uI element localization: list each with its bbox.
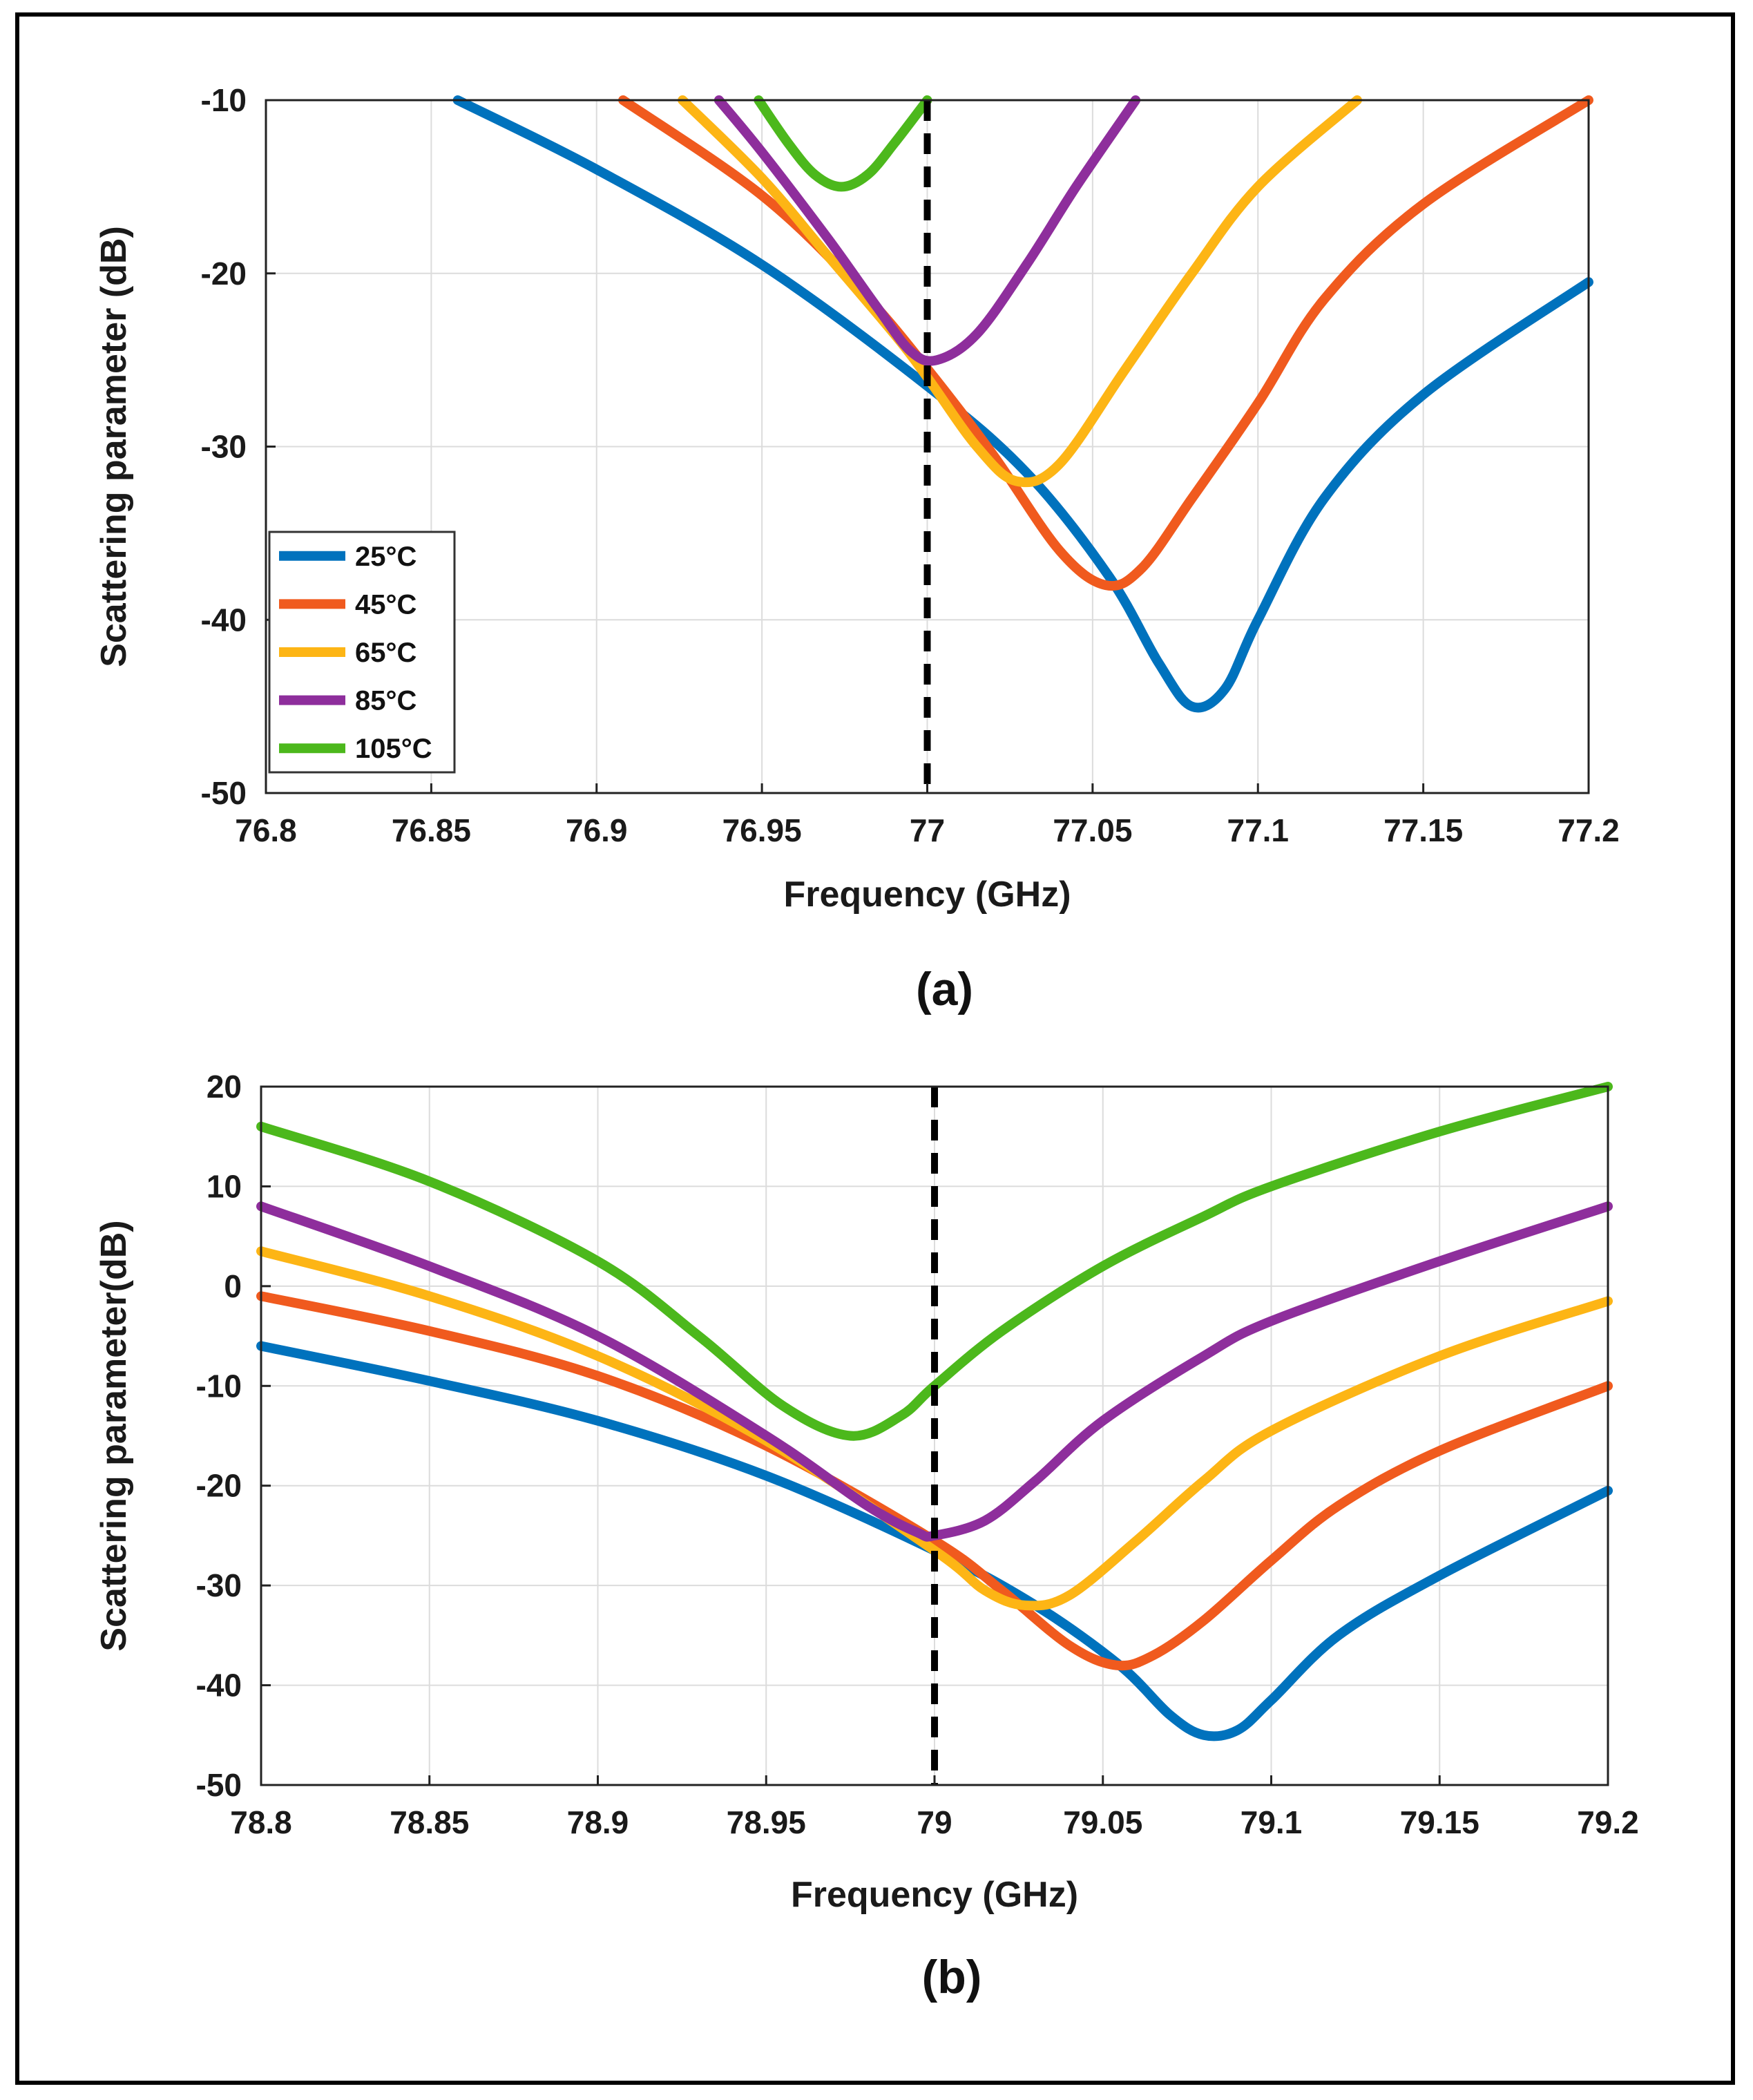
chart-a-ylabel: Scattering parameter (dB) xyxy=(94,226,134,667)
chart-a-xtick-label-7: 77.15 xyxy=(1383,812,1463,848)
chart-a-xlabel: Frequency (GHz) xyxy=(783,875,1071,915)
chart-a-legend-label-105c: 105°C xyxy=(355,734,432,764)
chart-b-ytick-label-1: 10 xyxy=(207,1168,242,1204)
chart-a-series-85c xyxy=(713,95,1141,366)
chart-b-series-45c xyxy=(256,1291,1613,1671)
chart-a-xtick-label-2: 76.9 xyxy=(566,812,628,848)
chart-a-xtick-label-6: 77.1 xyxy=(1227,812,1289,848)
chart-a-series-65c xyxy=(678,95,1362,488)
chart-a-ytick-label-0: -10 xyxy=(201,82,247,118)
chart-b-ytick-label-4: -20 xyxy=(196,1468,242,1504)
chart-b-ytick-label-5: -30 xyxy=(196,1567,242,1603)
chart-b-series-25c xyxy=(256,1341,1613,1741)
chart-b-panel-label: (b) xyxy=(922,1951,982,2003)
chart-b-ytick-label-7: -50 xyxy=(196,1767,242,1803)
chart-a-ytick-label-2: -30 xyxy=(201,429,247,465)
chart-b-xtick-label-5: 79.05 xyxy=(1063,1804,1142,1840)
chart-a-xtick-label-1: 76.85 xyxy=(392,812,471,848)
chart-a-xtick-label-4: 77 xyxy=(910,812,945,848)
chart-a-xtick-label-8: 77.2 xyxy=(1558,812,1620,848)
chart-a-series-25c xyxy=(452,95,1593,713)
chart-b: 78.8 78.85 78.9 78.95 79 79.05 79.1 79.15 79.2 20… xyxy=(94,1069,1639,2003)
chart-a-legend-label-25c: 25°C xyxy=(355,542,416,572)
chart-b-xtick-label-4: 79 xyxy=(917,1804,952,1840)
chart-b-series-65c xyxy=(256,1246,1613,1611)
chart-a-panel-label: (a) xyxy=(916,963,973,1015)
chart-b-xtick-label-8: 79.2 xyxy=(1577,1804,1639,1840)
chart-a-legend-label-45c: 45°C xyxy=(355,589,416,620)
chart-b-xtick-label-3: 78.95 xyxy=(727,1804,806,1840)
chart-b-xtick-label-7: 79.15 xyxy=(1400,1804,1479,1840)
chart-b-ytick-label-0: 20 xyxy=(207,1069,242,1105)
chart-b-xtick-label-2: 78.9 xyxy=(567,1804,629,1840)
chart-b-ytick-label-6: -40 xyxy=(196,1668,242,1703)
chart-b-xtick-label-0: 78.8 xyxy=(230,1804,292,1840)
chart-a-legend-label-85c: 85°C xyxy=(355,686,416,716)
chart-b-series-85c xyxy=(256,1201,1613,1542)
chart-a-xtick-label-0: 76.8 xyxy=(235,812,297,848)
chart-a-ytick-label-1: -20 xyxy=(201,256,247,292)
chart-a-xtick-label-3: 76.95 xyxy=(722,812,802,848)
chart-b-xtick-label-1: 78.85 xyxy=(390,1804,469,1840)
chart-a-legend-label-65c: 65°C xyxy=(355,638,416,668)
chart-b-series-105c xyxy=(256,1082,1613,1441)
chart-b-xlabel: Frequency (GHz) xyxy=(791,1875,1078,1915)
chart-b-ytick-label-3: -10 xyxy=(196,1368,242,1404)
chart-a-ytick-label-3: -40 xyxy=(201,602,247,638)
chart-a-legend: 25°C 45°C 65°C 85°C 105°C xyxy=(268,531,456,774)
chart-b-ylabel: Scattering parameter(dB) xyxy=(94,1220,134,1651)
chart-a-series-105c xyxy=(754,95,932,192)
chart-b-ytick-label-2: 0 xyxy=(224,1268,242,1304)
chart-b-xtick-label-6: 79.1 xyxy=(1240,1804,1303,1840)
chart-a: 76.8 76.85 76.9 76.95 77 77.05 77.1 77.15 77.2 -1… xyxy=(94,82,1620,1015)
chart-a-ytick-label-4: -50 xyxy=(201,775,247,811)
chart-a-xtick-label-5: 77.05 xyxy=(1053,812,1132,848)
